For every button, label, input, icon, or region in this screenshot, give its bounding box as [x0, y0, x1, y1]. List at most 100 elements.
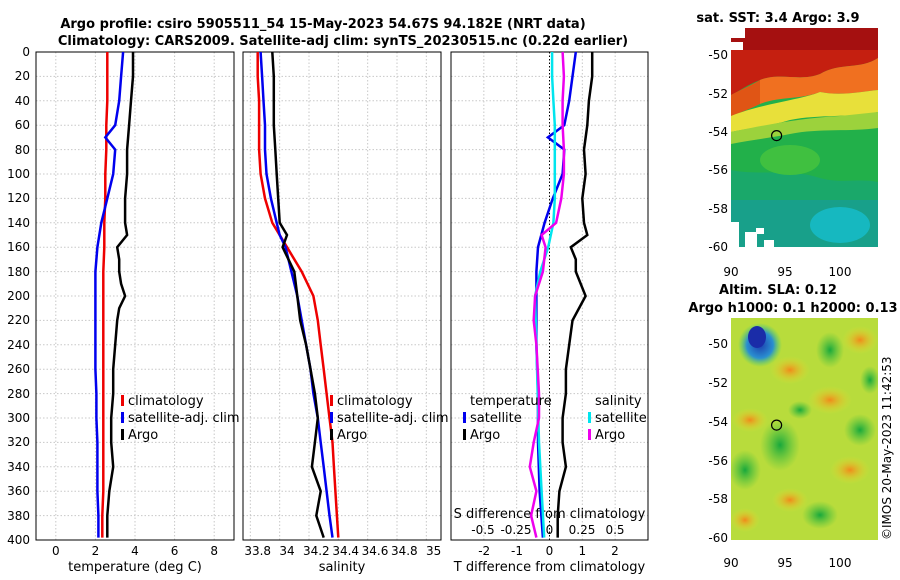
sal-tick-33.8: 33.8 — [244, 544, 271, 558]
depth-tick-100: 100 — [7, 167, 30, 181]
depth-tick-280: 280 — [7, 387, 30, 401]
depth-tick-320: 320 — [7, 435, 30, 449]
sst-lon-tick-100: 100 — [829, 265, 852, 279]
sal-satellite-adj-line — [259, 51, 334, 538]
sst-lon-tick-95: 95 — [777, 265, 792, 279]
sst-lat-tick-54: -54 — [708, 125, 728, 139]
tdiff-tick-2: 2 — [611, 544, 619, 558]
sst-lat-tick-50: -50 — [708, 48, 728, 62]
sla-lat-tick-50: -50 — [708, 337, 728, 351]
sst-argo-marker — [770, 130, 783, 142]
tdiff-legend-swatch-satellite — [463, 412, 466, 423]
sst-map-panel: sat. SST: 3.4 Argo: 3.9 -50 -52 -54 -56 — [696, 11, 878, 279]
depth-tick-0: 0 — [22, 45, 30, 59]
sla-map-title-2: Argo h1000: 0.1 h2000: 0.13 — [688, 301, 897, 316]
temperature-grid — [36, 51, 234, 541]
tdiff-legend-swatch-argo — [463, 429, 466, 440]
legend-argo: Argo — [128, 428, 158, 443]
sdiff-legend-swatch-argo — [588, 429, 591, 440]
temperature-panel: 0 20 40 60 80 100 120 140 160 180 200 22… — [7, 45, 240, 575]
sal-legend-climatology: climatology — [337, 394, 413, 409]
depth-tick-160: 160 — [7, 240, 30, 254]
sla-lon-tick-100: 100 — [829, 556, 852, 570]
sla-map-panel: Altim. SLA: 0.12 Argo h1000: 0.1 h2000: … — [688, 283, 897, 570]
legend-header-salinity: salinity — [595, 394, 642, 409]
temperature-axes-box — [35, 51, 235, 541]
sdiff-tick-0.25: 0.25 — [569, 523, 596, 537]
sla-lon-tick-90: 90 — [723, 556, 738, 570]
sal-climatology-line — [256, 52, 340, 538]
difference-grid — [451, 51, 648, 541]
sst-map-title: sat. SST: 3.4 Argo: 3.9 — [696, 11, 859, 26]
tdiff-legend-argo: Argo — [470, 428, 500, 443]
sdiff-tick-neg0.25: -0.25 — [500, 523, 531, 537]
sal-tick-34.2: 34.2 — [303, 544, 330, 558]
sal-tick-34.8: 34.8 — [391, 544, 418, 558]
depth-tick-labels: 0 20 40 60 80 100 120 140 160 180 200 22… — [7, 45, 30, 547]
temperature-axis-label: temperature (deg C) — [68, 560, 202, 575]
sal-tick-35: 35 — [426, 544, 441, 558]
sal-legend-swatch-climatology — [330, 395, 333, 406]
depth-tick-200: 200 — [7, 289, 30, 303]
sal-legend-argo: Argo — [337, 428, 367, 443]
legend-swatch-satellite — [121, 412, 124, 423]
sla-lat-tick-60: -60 — [708, 531, 728, 545]
sla-lat-tick-58: -58 — [708, 492, 728, 506]
tdiff-tick-1: 1 — [578, 544, 586, 558]
tdiff-tick-neg1: -1 — [511, 544, 523, 558]
salinity-axis-label: salinity — [319, 560, 366, 575]
sdiff-legend-argo: Argo — [595, 428, 625, 443]
t-difference-axis-label: T difference from climatology — [453, 560, 646, 575]
legend-header-temperature: temperature — [470, 394, 552, 409]
sdiff-tick-0.5: 0.5 — [605, 523, 624, 537]
depth-tick-380: 380 — [7, 509, 30, 523]
title-line-1: Argo profile: csiro 5905511_54 15-May-20… — [60, 17, 585, 32]
depth-tick-400: 400 — [7, 533, 30, 547]
depth-tick-20: 20 — [15, 69, 30, 83]
temp-tick-4: 4 — [131, 544, 139, 558]
temp-climatology-line — [101, 52, 109, 538]
sal-argo-line — [271, 51, 325, 538]
sst-lon-tick-90: 90 — [723, 265, 738, 279]
depth-tick-240: 240 — [7, 338, 30, 352]
depth-tick-140: 140 — [7, 216, 30, 230]
salinity-panel: 33.8 34 34.2 34.4 34.6 34.8 35 salinity … — [242, 51, 449, 575]
depth-tick-40: 40 — [15, 94, 30, 108]
imos-credit: ©IMOS 20-May-2023 11:42:53 — [880, 356, 894, 540]
difference-panel: -2 -1 0 1 2 T difference from climatolog… — [450, 51, 649, 575]
temp-satellite-adj-line — [94, 51, 125, 538]
temp-tick-8: 8 — [210, 544, 218, 558]
depth-tick-180: 180 — [7, 265, 30, 279]
depth-tick-60: 60 — [15, 118, 30, 132]
sdiff-legend-swatch-satellite — [588, 412, 591, 423]
tdiff-tick-0: 0 — [546, 544, 554, 558]
sst-map-image — [731, 28, 878, 247]
depth-tick-360: 360 — [7, 484, 30, 498]
temp-argo-line — [106, 52, 135, 538]
salinity-axes-box — [242, 51, 442, 541]
sal-legend-satellite-adj: satellite-adj. clim — [337, 411, 449, 426]
tdiff-legend-satellite: satellite — [470, 411, 522, 426]
temp-tick-0: 0 — [52, 544, 60, 558]
sla-map-title-1: Altim. SLA: 0.12 — [719, 283, 837, 298]
sal-tick-34.4: 34.4 — [332, 544, 359, 558]
temperature-legend: climatology satellite-adj. clim Argo — [121, 394, 240, 443]
sdiff-tick-neg0.5: -0.5 — [471, 523, 494, 537]
legend-swatch-argo — [121, 429, 124, 440]
sdiff-tick-0: 0 — [546, 523, 554, 537]
legend-swatch-climatology — [121, 395, 124, 406]
temp-tick-2: 2 — [92, 544, 100, 558]
sst-lat-tick-60: -60 — [708, 240, 728, 254]
tdiff-argo-line — [556, 52, 594, 538]
depth-tick-80: 80 — [15, 143, 30, 157]
sal-legend-swatch-argo — [330, 429, 333, 440]
sst-lat-tick-56: -56 — [708, 163, 728, 177]
sla-lat-tick-52: -52 — [708, 376, 728, 390]
sdiff-argo-line — [528, 51, 566, 538]
sst-lat-tick-58: -58 — [708, 202, 728, 216]
salinity-legend: climatology satellite-adj. clim Argo — [330, 394, 449, 443]
sla-lat-tick-54: -54 — [708, 415, 728, 429]
sst-lat-tick-52: -52 — [708, 87, 728, 101]
sla-lat-tick-56: -56 — [708, 454, 728, 468]
